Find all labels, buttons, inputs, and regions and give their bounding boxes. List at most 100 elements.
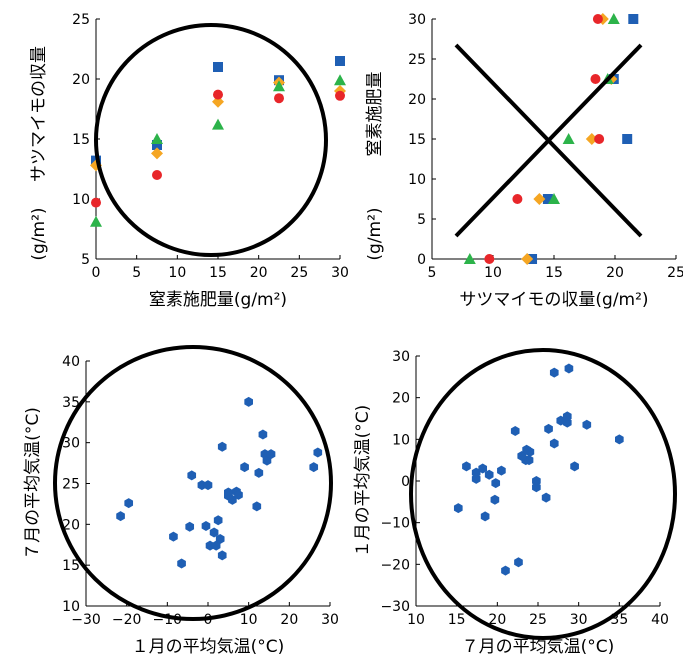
- x-tick-label: 20: [250, 265, 268, 281]
- data-point: [262, 455, 272, 466]
- data-point: [501, 565, 510, 576]
- data-point: [169, 531, 178, 542]
- data-point: [212, 118, 224, 130]
- x-tick-label: 15: [209, 265, 227, 281]
- data-point: [258, 429, 268, 440]
- data-point: [213, 89, 223, 100]
- x-tick-label: 20: [606, 265, 624, 281]
- annotation-circle: [94, 23, 328, 257]
- data-point: [490, 494, 500, 505]
- data-point: [484, 254, 495, 264]
- y-tick-label: 30: [392, 349, 410, 365]
- data-point: [224, 487, 233, 498]
- y-tick-label: 30: [62, 436, 80, 452]
- data-point: [212, 95, 224, 108]
- x-axis-label: ７月の平均気温(°C): [462, 637, 615, 657]
- chart-panel-3: −30 −20 −10 0 10 20 3010152025303540１月の平均気温(°C…: [23, 345, 339, 657]
- x-tick-label: 40: [651, 612, 669, 628]
- x-tick-label: 10: [407, 612, 425, 628]
- chart-panel-1: 0 5 10 15 20 25 30510152025窒素施肥量(g/m²)サツマイモの収量…: [29, 12, 349, 310]
- y-axis-unit: (g/m²): [365, 207, 385, 260]
- data-point: [462, 461, 471, 472]
- data-point: [510, 426, 520, 436]
- y-tick-label: 15: [72, 132, 90, 148]
- data-point: [594, 134, 605, 144]
- data-point: [273, 80, 285, 92]
- y-tick-label: 10: [392, 432, 410, 448]
- data-point: [266, 449, 276, 460]
- data-point: [628, 14, 639, 24]
- data-point: [203, 480, 213, 491]
- x-tick-label: 20: [280, 612, 298, 628]
- x-tick-label: 5: [428, 265, 437, 281]
- data-point: [116, 511, 125, 522]
- data-point: [512, 194, 523, 204]
- data-point: [549, 367, 559, 378]
- y-tick-label: −20: [380, 557, 410, 573]
- data-point: [622, 134, 633, 144]
- x-tick-label: 10: [484, 265, 502, 281]
- y-tick-label: 40: [62, 354, 80, 370]
- data-point: [209, 527, 219, 538]
- data-point: [514, 557, 523, 568]
- y-axis-label: サツマイモの収量: [29, 46, 49, 182]
- data-point: [201, 520, 211, 531]
- data-point: [152, 170, 162, 180]
- data-point: [585, 133, 598, 145]
- data-point: [532, 476, 541, 486]
- data-point: [556, 415, 566, 426]
- y-tick-label: −30: [380, 599, 410, 615]
- data-point: [541, 492, 551, 503]
- data-point: [234, 489, 243, 500]
- x-tick-label: 10: [168, 265, 186, 281]
- data-point: [582, 419, 592, 430]
- x-tick-label: 30: [331, 265, 349, 281]
- y-tick-label: 20: [72, 72, 90, 88]
- y-tick-label: 10: [408, 172, 426, 188]
- y-tick-label: 25: [62, 477, 80, 493]
- data-point: [497, 465, 506, 476]
- data-point: [185, 521, 195, 532]
- data-point: [532, 482, 541, 493]
- y-tick-label: 20: [62, 517, 80, 533]
- data-point: [91, 197, 101, 208]
- x-tick-label: 0: [92, 265, 101, 281]
- data-point: [524, 455, 534, 466]
- data-point: [607, 13, 620, 24]
- data-point: [274, 93, 284, 104]
- annotation-circle: [53, 345, 333, 621]
- x-axis-label: １月の平均気温(°C): [132, 637, 285, 657]
- data-point: [480, 511, 490, 522]
- y-tick-label: 5: [81, 252, 90, 268]
- data-point: [213, 62, 223, 72]
- data-point: [521, 253, 534, 265]
- data-point: [124, 498, 134, 509]
- data-point: [211, 540, 221, 551]
- data-point: [491, 478, 501, 489]
- x-tick-label: 25: [667, 265, 683, 281]
- data-point: [533, 193, 546, 205]
- data-point: [522, 444, 531, 455]
- x-tick-label: 15: [448, 612, 466, 628]
- x-tick-label: 10: [240, 612, 258, 628]
- data-point: [590, 74, 601, 84]
- x-tick-label: 15: [545, 265, 563, 281]
- data-point: [244, 396, 253, 407]
- data-point: [562, 411, 572, 422]
- x-axis-label: 窒素施肥量(g/m²): [149, 290, 287, 310]
- x-tick-label: 25: [290, 265, 308, 281]
- data-point: [484, 469, 494, 480]
- x-tick-label: −20: [112, 612, 142, 628]
- data-point: [615, 434, 624, 445]
- chart-panel-4: 10 15 20 25 30 35 40−30−20−100102030７月の平均気温(°C…: [353, 348, 677, 657]
- y-tick-label: 15: [408, 132, 426, 148]
- data-point: [334, 74, 346, 86]
- x-tick-label: 25: [529, 612, 547, 628]
- data-point: [187, 470, 197, 481]
- data-point: [152, 140, 162, 150]
- data-point: [217, 441, 227, 452]
- data-point: [471, 467, 481, 478]
- annotation-cross-line: [454, 43, 643, 238]
- data-point: [177, 558, 186, 569]
